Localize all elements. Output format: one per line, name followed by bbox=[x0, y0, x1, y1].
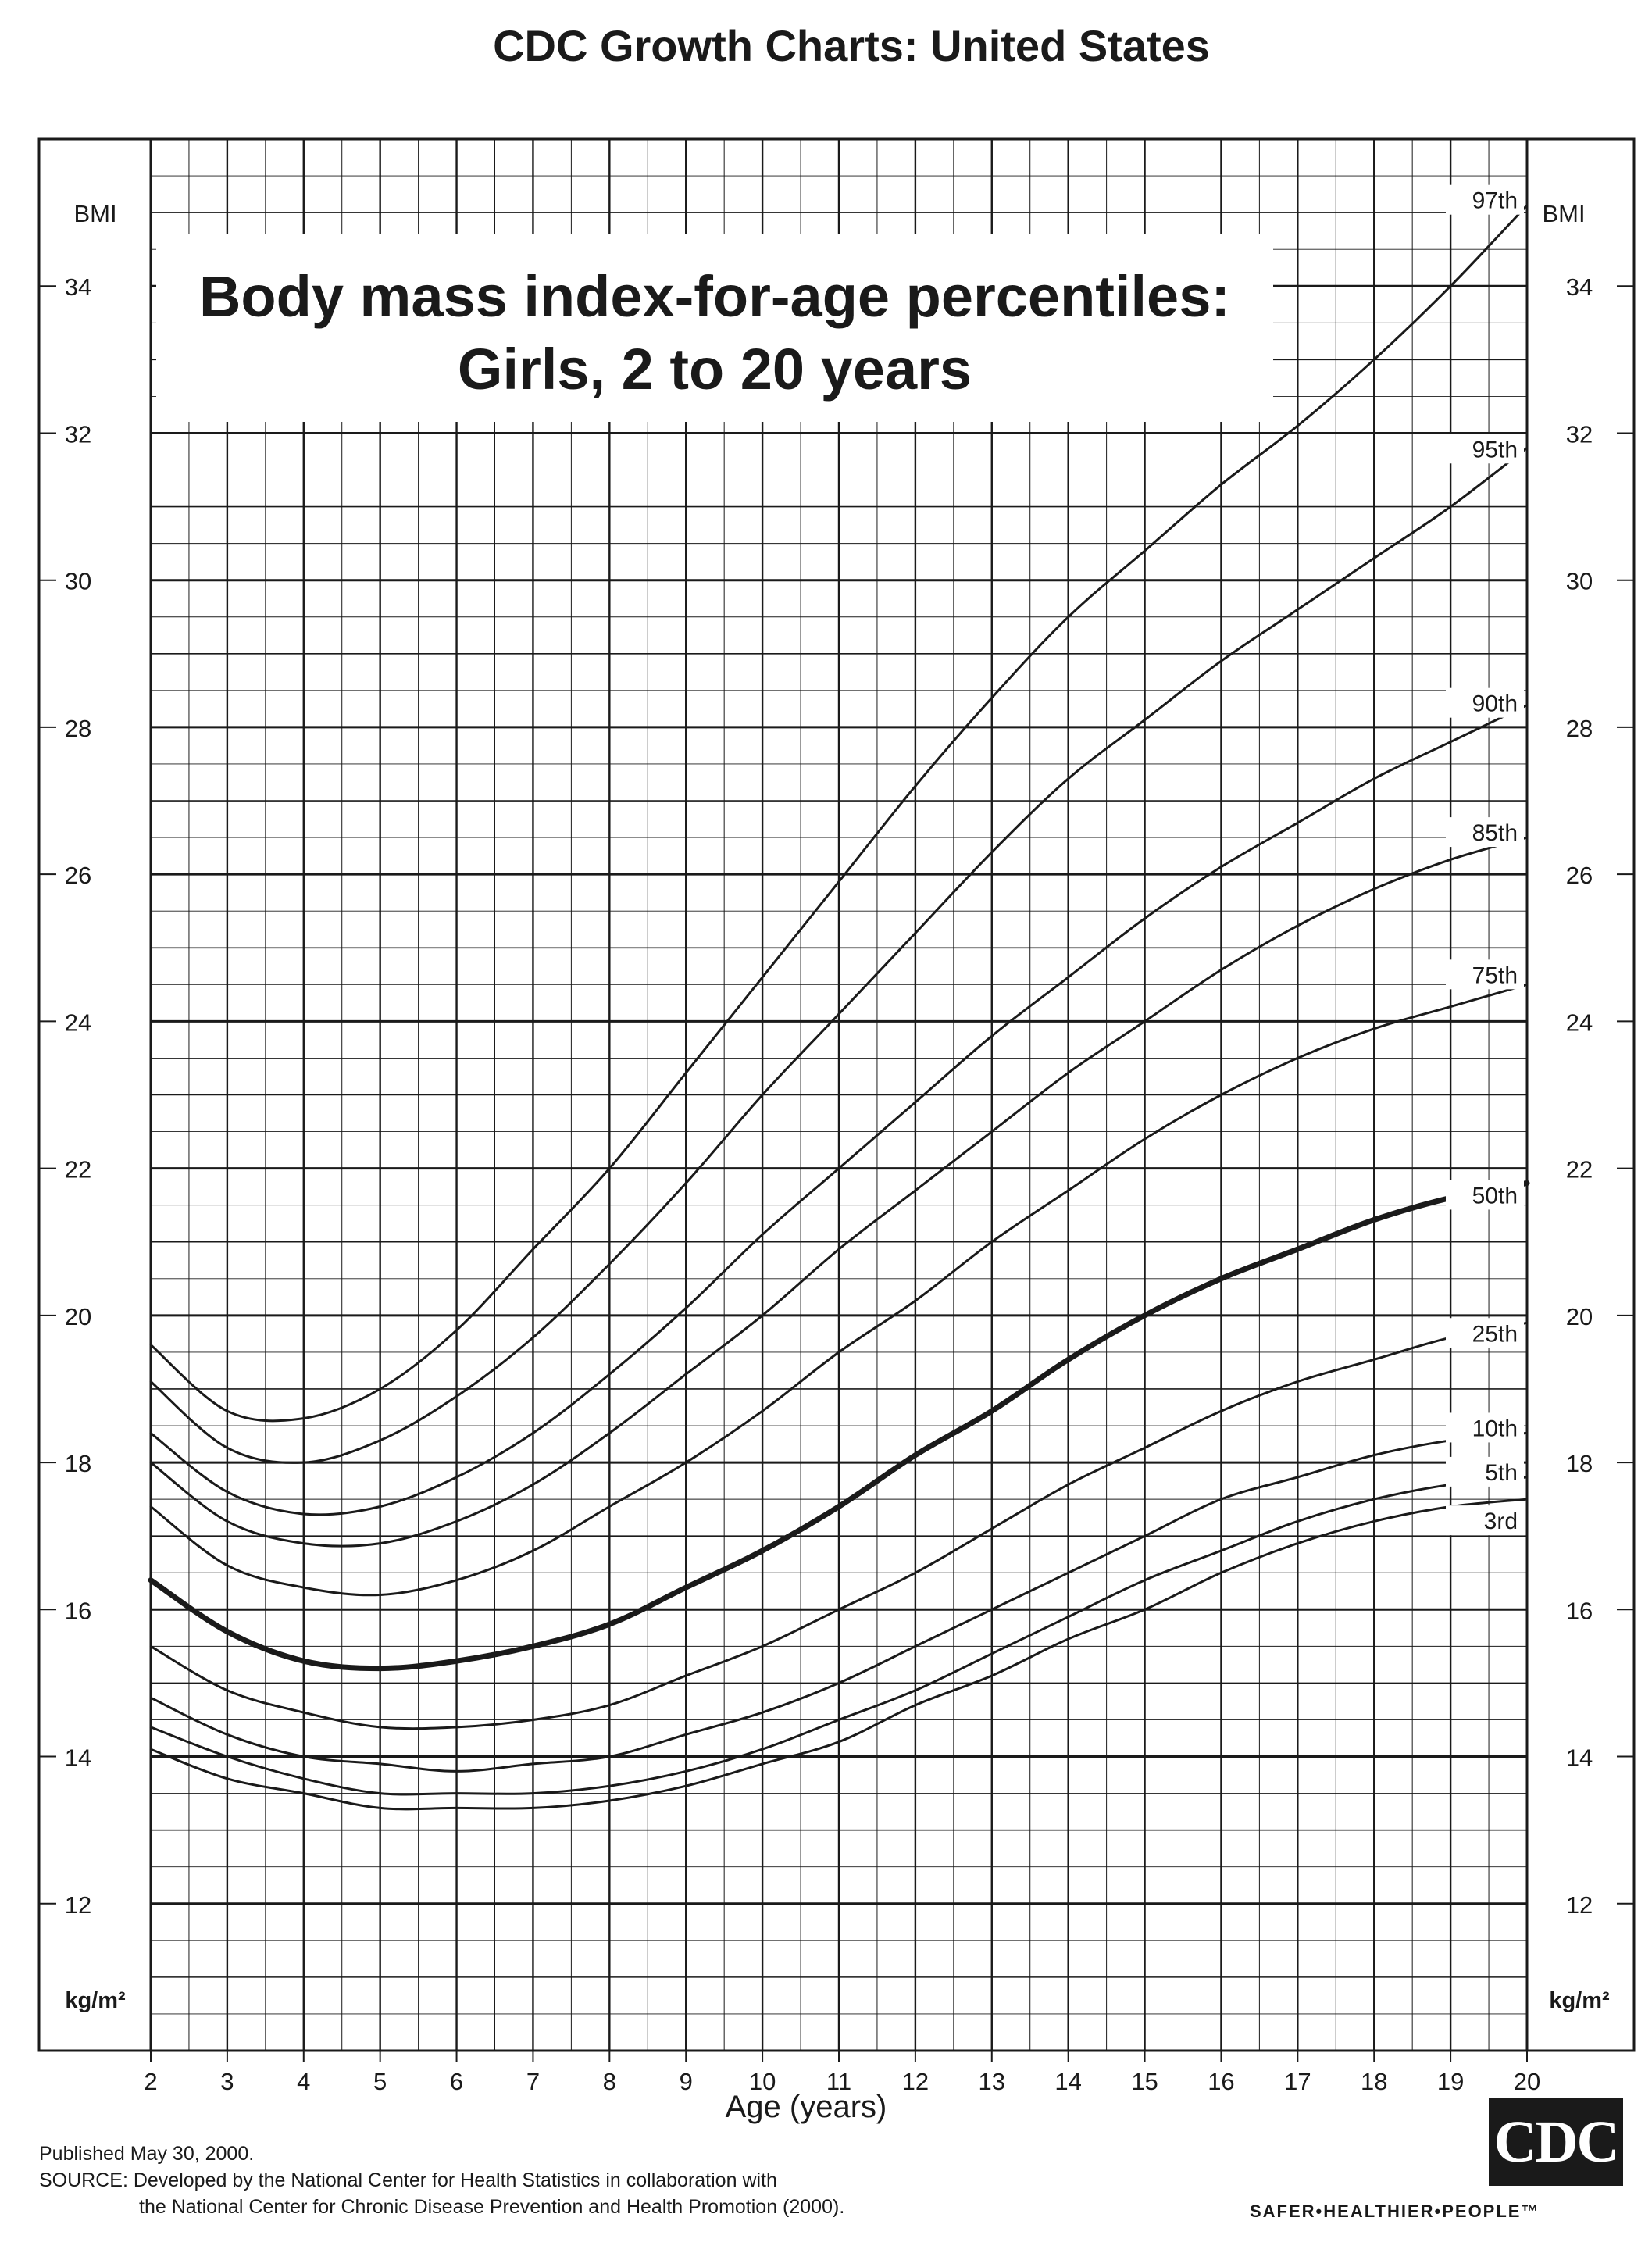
percentile-label-background bbox=[1446, 1180, 1524, 1210]
main-title: CDC Growth Charts: United States bbox=[493, 21, 1210, 70]
percentile-label-97th: 97th bbox=[1472, 188, 1518, 214]
percentile-curve-3rd bbox=[149, 1498, 1529, 1811]
percentile-label-5th: 5th bbox=[1485, 1460, 1518, 1486]
chart-subtitle: Girls, 2 to 20 years bbox=[458, 337, 972, 402]
y-tick-label-right: 16 bbox=[1566, 1597, 1593, 1624]
y-tick-label-left: 34 bbox=[65, 273, 91, 301]
y-tick-label-left: 12 bbox=[65, 1891, 91, 1919]
y-tick-label-left: 14 bbox=[65, 1744, 91, 1772]
y-tick-label-right: 20 bbox=[1566, 1303, 1593, 1330]
y-tick-label-right: 26 bbox=[1566, 862, 1593, 889]
percentile-label-background bbox=[1446, 184, 1524, 215]
x-tick-label: 9 bbox=[680, 2068, 693, 2095]
y-tick-label-left: 26 bbox=[65, 862, 91, 889]
x-tick-label: 13 bbox=[979, 2068, 1005, 2095]
y-tick-label-right: 18 bbox=[1566, 1450, 1593, 1477]
percentile-label-background bbox=[1446, 687, 1524, 718]
percentile-curve-85th bbox=[149, 836, 1529, 1548]
percentile-curve-97th bbox=[149, 204, 1529, 1423]
percentile-label-95th: 95th bbox=[1472, 437, 1518, 462]
percentile-label-background bbox=[1446, 1318, 1524, 1348]
percentile-label-background bbox=[1446, 817, 1524, 848]
y-tick-label-right: 34 bbox=[1566, 273, 1593, 301]
source-note-line-2: the National Center for Chronic Disease … bbox=[139, 2196, 845, 2218]
chart-title: Body mass index-for-age percentiles: bbox=[199, 264, 1230, 329]
y-tick-label-left: 16 bbox=[65, 1597, 91, 1624]
x-tick-label: 3 bbox=[220, 2068, 234, 2095]
percentile-label-background bbox=[1446, 1505, 1524, 1536]
y-tick-label-right: 32 bbox=[1566, 420, 1593, 448]
y-tick-label-left: 24 bbox=[65, 1009, 91, 1036]
y-tick-label-left: 30 bbox=[65, 568, 91, 595]
percentile-label-75th: 75th bbox=[1472, 962, 1518, 988]
x-tick-label: 6 bbox=[450, 2068, 463, 2095]
x-tick-label: 12 bbox=[902, 2068, 929, 2095]
percentile-label-25th: 25th bbox=[1472, 1321, 1518, 1347]
y-tick-label-left: 20 bbox=[65, 1303, 91, 1330]
percentile-label-10th: 10th bbox=[1472, 1416, 1518, 1441]
cdc-logo: CDC bbox=[1489, 2098, 1623, 2186]
x-axis-label: Age (years) bbox=[726, 2090, 887, 2124]
x-tick-label: 18 bbox=[1361, 2068, 1387, 2095]
percentile-label-3rd: 3rd bbox=[1484, 1509, 1518, 1534]
x-tick-label: 19 bbox=[1437, 2068, 1464, 2095]
y-tick-label-right: 14 bbox=[1566, 1744, 1593, 1772]
outer-frame bbox=[37, 137, 1636, 2052]
percentile-curve-25th bbox=[149, 1321, 1529, 1730]
chart-title-box: Body mass index-for-age percentiles: Gir… bbox=[156, 234, 1273, 422]
y-axis-label-left: BMI bbox=[73, 200, 116, 227]
x-tick-label: 8 bbox=[603, 2068, 616, 2095]
percentile-curve-50th bbox=[148, 1180, 1530, 1672]
y-tick-label-right: 28 bbox=[1566, 715, 1593, 742]
percentile-label-background bbox=[1446, 434, 1524, 464]
x-tick-label: 7 bbox=[526, 2068, 540, 2095]
y-tick-label-left: 28 bbox=[65, 715, 91, 742]
x-tick-label: 2 bbox=[144, 2068, 157, 2095]
chart-frame bbox=[37, 137, 1636, 2052]
y-tick-label-right: 24 bbox=[1566, 1009, 1593, 1036]
percentile-label-background bbox=[1446, 959, 1524, 990]
grid bbox=[149, 137, 1529, 2052]
percentile-curve-10th bbox=[149, 1431, 1529, 1773]
x-tick-label: 20 bbox=[1514, 2068, 1540, 2095]
x-tick-label: 4 bbox=[297, 2068, 310, 2095]
percentile-label-90th: 90th bbox=[1472, 691, 1518, 717]
x-tick-label: 14 bbox=[1054, 2068, 1081, 2095]
x-tick-label: 15 bbox=[1131, 2068, 1158, 2095]
title-box-background bbox=[156, 234, 1273, 422]
percentile-label-background bbox=[1446, 1456, 1524, 1487]
percentile-label-background bbox=[1446, 1412, 1524, 1443]
x-tick-label: 10 bbox=[749, 2068, 776, 2095]
published-note: Published May 30, 2000. bbox=[39, 2143, 255, 2165]
percentile-label-85th: 85th bbox=[1472, 820, 1518, 846]
y-tick-label-right: 30 bbox=[1566, 568, 1593, 595]
y-unit-label-right: kg/m² bbox=[1549, 1988, 1610, 2013]
y-tick-label-right: 12 bbox=[1566, 1891, 1593, 1919]
percentile-curve-95th bbox=[149, 446, 1529, 1464]
y-axis-label-right: BMI bbox=[1542, 200, 1585, 227]
y-tick-label-left: 18 bbox=[65, 1450, 91, 1477]
percentile-curve-90th bbox=[149, 704, 1529, 1516]
x-tick-label: 11 bbox=[826, 2068, 851, 2095]
y-tick-label-left: 32 bbox=[65, 420, 91, 448]
y-tick-label-right: 22 bbox=[1566, 1156, 1593, 1184]
x-tick-label: 5 bbox=[373, 2068, 387, 2095]
percentile-curve-5th bbox=[149, 1476, 1529, 1796]
percentile-curves: 97th 95th 90th 85th 75th 50th 25th 10th 5th 3rd bbox=[148, 184, 1530, 1811]
y-tick-label-left: 22 bbox=[65, 1156, 91, 1184]
x-tick-label: 17 bbox=[1284, 2068, 1311, 2095]
percentile-label-50th: 50th bbox=[1472, 1183, 1518, 1209]
x-tick-label: 16 bbox=[1208, 2068, 1234, 2095]
source-note-line-1: SOURCE: Developed by the National Center… bbox=[39, 2169, 777, 2191]
cdc-tagline: SAFER•HEALTHIER•PEOPLE™ bbox=[1250, 2201, 1540, 2221]
y-unit-label-left: kg/m² bbox=[65, 1988, 126, 2013]
percentile-curve-75th bbox=[149, 983, 1529, 1597]
